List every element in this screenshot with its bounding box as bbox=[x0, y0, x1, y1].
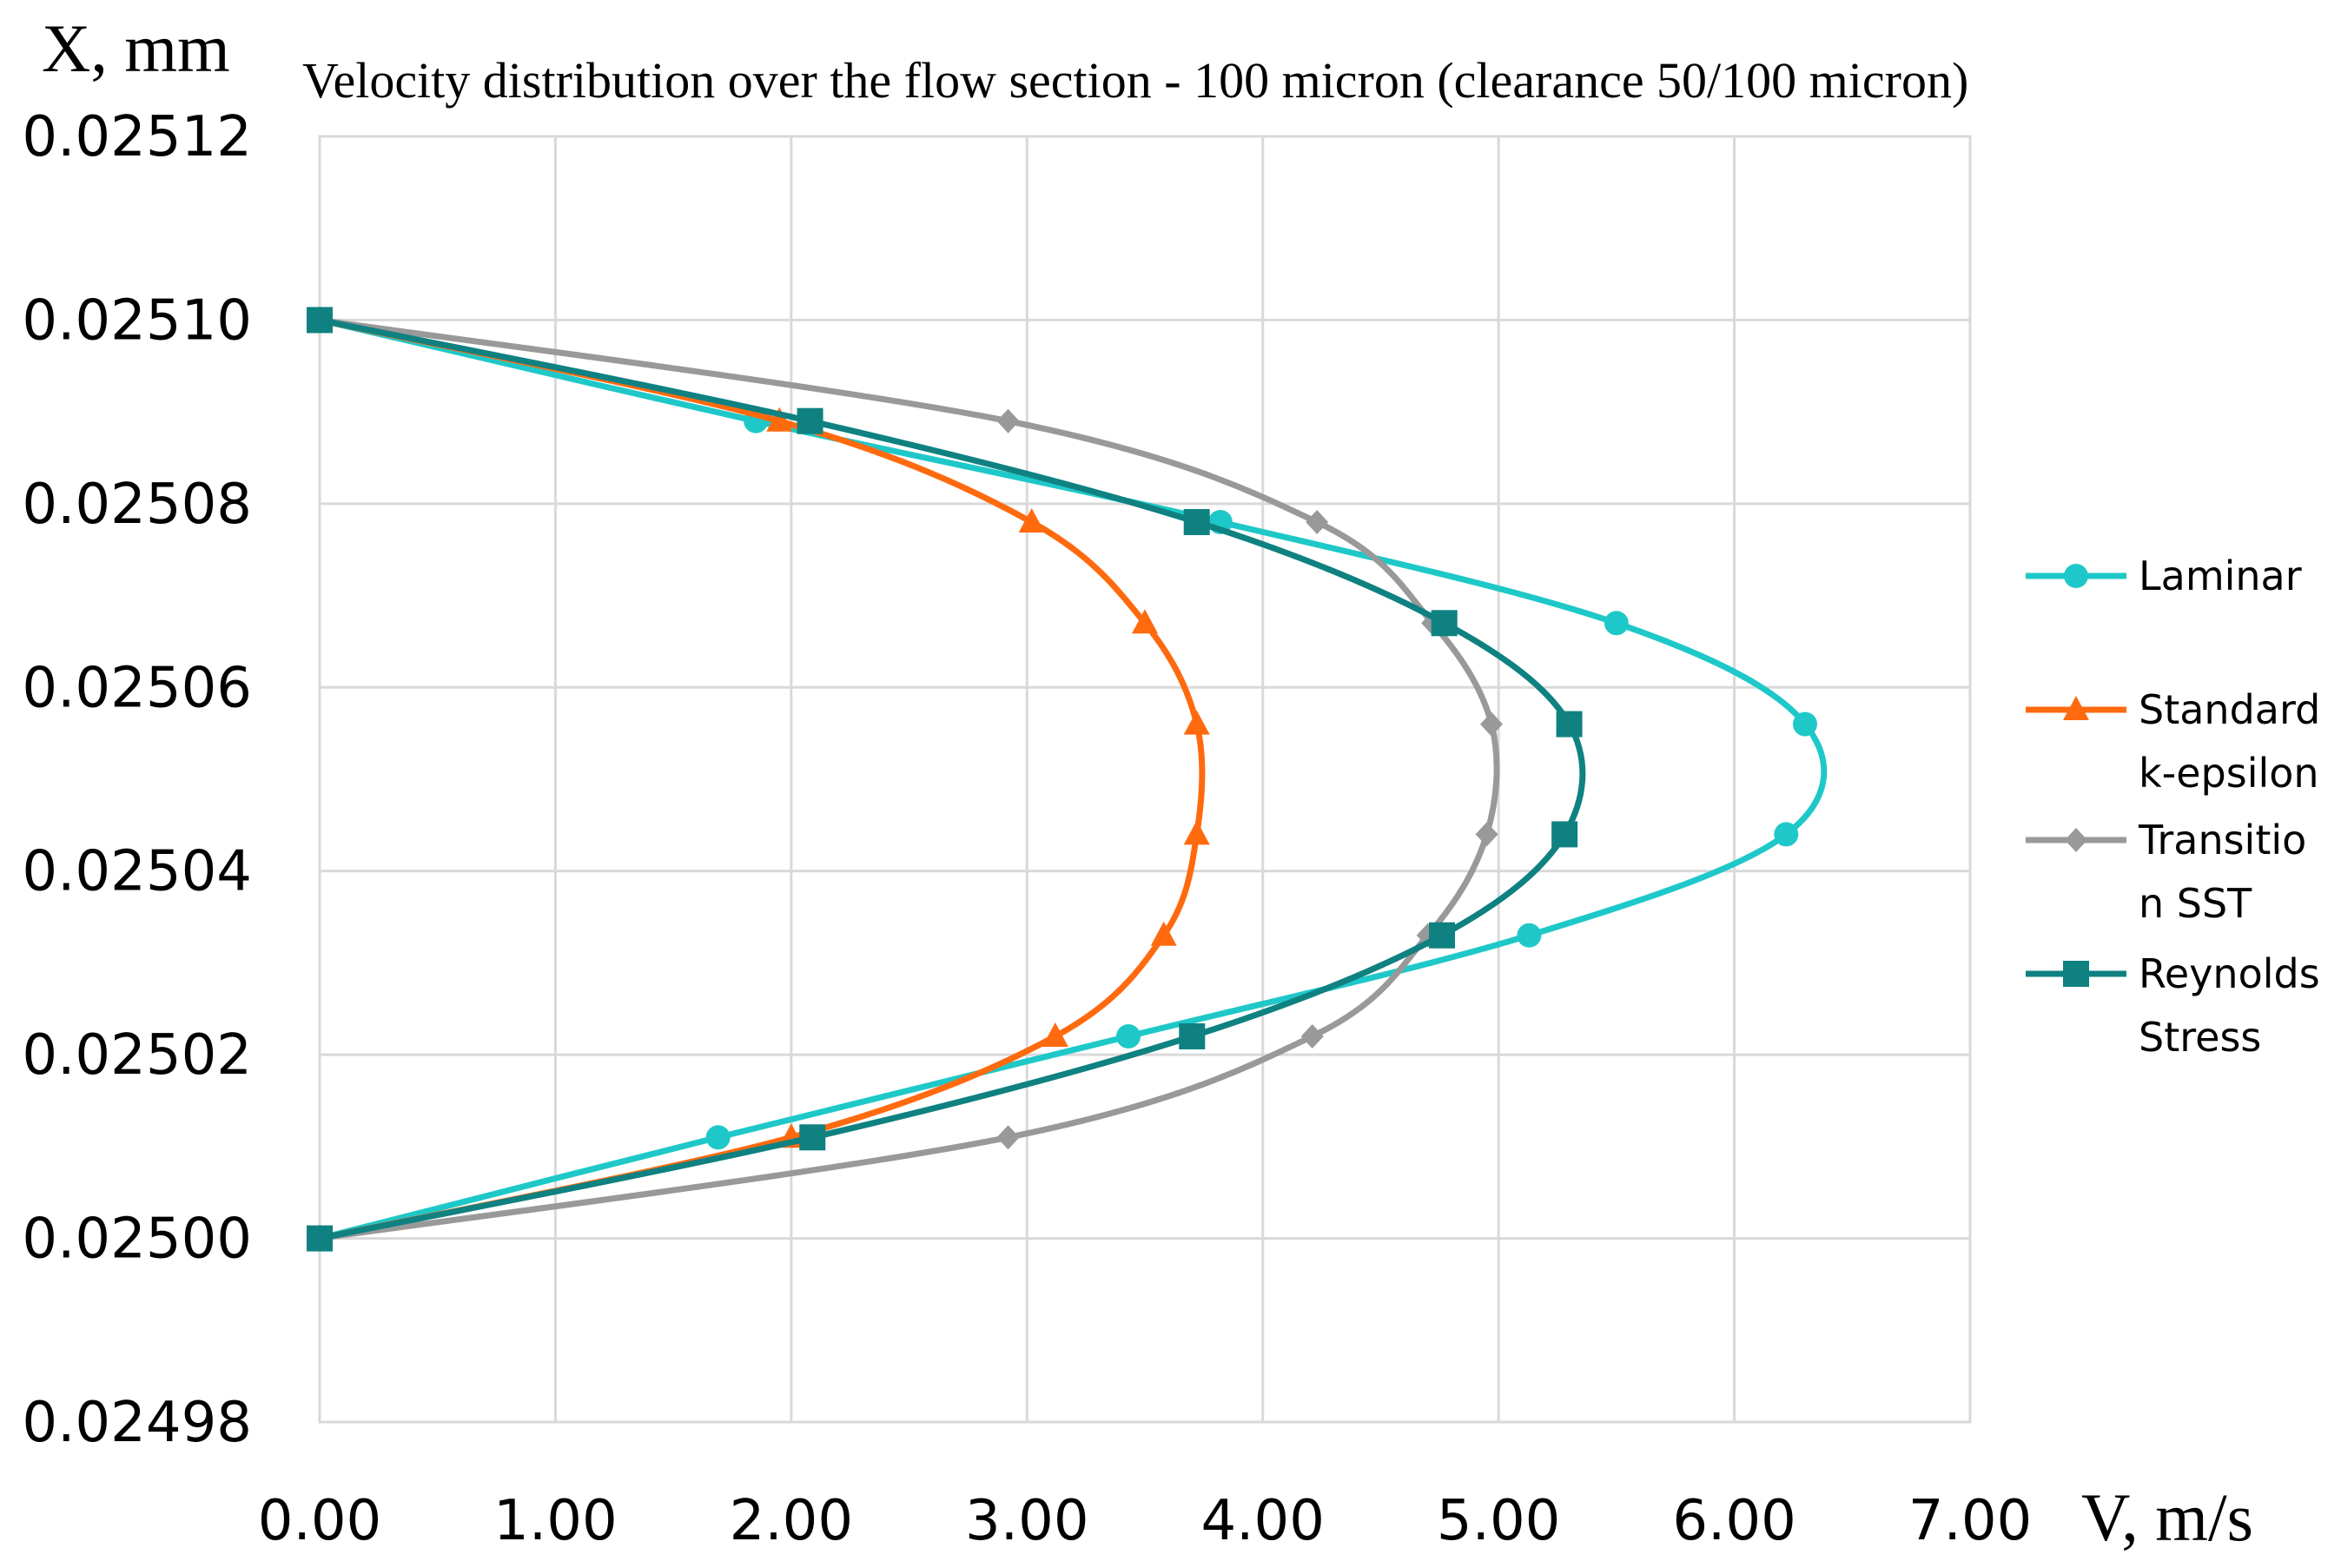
data-point-reynolds-stress bbox=[307, 307, 333, 334]
grid bbox=[318, 135, 1972, 1424]
legend-label: Reynolds bbox=[2139, 950, 2320, 997]
series-line-reynolds-stress bbox=[319, 317, 1586, 1241]
data-point-transition-sst bbox=[996, 408, 1020, 433]
y-tick-label: 0.02510 bbox=[22, 288, 252, 353]
y-tick-label: 0.02508 bbox=[22, 473, 252, 537]
legend-label: Laminar bbox=[2139, 552, 2302, 599]
data-point-reynolds-stress bbox=[799, 1124, 826, 1151]
x-tick-label: 6.00 bbox=[1672, 1489, 1796, 1553]
x-tick-label: 7.00 bbox=[1908, 1489, 2033, 1553]
x-tick-label: 2.00 bbox=[730, 1489, 854, 1553]
y-tick-label: 0.02498 bbox=[22, 1391, 252, 1455]
data-point-reynolds-stress bbox=[1556, 711, 1583, 738]
x-tick-label: 4.00 bbox=[1200, 1489, 1325, 1553]
data-point-reynolds-stress bbox=[1429, 922, 1455, 949]
y-tick-label: 0.02502 bbox=[22, 1023, 252, 1088]
x-tick-label: 5.00 bbox=[1437, 1489, 1561, 1553]
x-tick-label: 0.00 bbox=[258, 1489, 382, 1553]
data-point-standard-k-epsilon bbox=[1150, 921, 1177, 946]
legend-swatch-marker bbox=[2063, 696, 2089, 720]
series-standard-k-epsilon bbox=[307, 306, 1210, 1249]
legend-swatch-marker bbox=[2063, 961, 2089, 987]
data-point-reynolds-stress bbox=[307, 1225, 333, 1252]
x-axis-title: V, m/s bbox=[2081, 1479, 2253, 1555]
data-point-reynolds-stress bbox=[797, 407, 823, 434]
data-point-standard-k-epsilon bbox=[1183, 820, 1210, 845]
y-tick-label: 0.02504 bbox=[22, 840, 252, 904]
data-point-reynolds-stress bbox=[1183, 509, 1210, 535]
data-point-reynolds-stress bbox=[1179, 1023, 1206, 1049]
series-line-standard-k-epsilon bbox=[319, 317, 1206, 1241]
legend-label: Standard bbox=[2139, 686, 2320, 733]
legend-label: Stress bbox=[2139, 1014, 2261, 1061]
data-point-laminar bbox=[705, 1125, 731, 1150]
y-tick-label: 0.02500 bbox=[22, 1207, 252, 1272]
legend-label: k-epsilon bbox=[2139, 750, 2319, 797]
data-point-transition-sst bbox=[1475, 822, 1498, 847]
x-tick-label: 3.00 bbox=[965, 1489, 1089, 1553]
y-axis-title: X, mm bbox=[42, 10, 230, 86]
data-point-transition-sst bbox=[1300, 1024, 1324, 1049]
series bbox=[307, 306, 1828, 1252]
series-transition-sst bbox=[308, 308, 1503, 1251]
data-point-laminar bbox=[1774, 822, 1799, 847]
data-point-transition-sst bbox=[996, 1125, 1020, 1150]
legend-label: n SST bbox=[2139, 880, 2252, 927]
data-point-laminar bbox=[1116, 1024, 1141, 1049]
data-point-reynolds-stress bbox=[1551, 821, 1578, 848]
data-point-standard-k-epsilon bbox=[1132, 609, 1158, 634]
legend-item-laminar: Laminar bbox=[2026, 552, 2302, 599]
legend-swatch-marker bbox=[2064, 564, 2088, 588]
data-point-reynolds-stress bbox=[1431, 610, 1458, 637]
data-point-transition-sst bbox=[1480, 711, 1503, 737]
legend-item-transition-sst: Transitio n SST bbox=[2026, 817, 2306, 927]
legend: Laminar Standard k-epsilon Transitio n SST Re… bbox=[2026, 552, 2320, 1061]
legend-item-reynolds-stress: Reynolds Stress bbox=[2026, 950, 2320, 1061]
data-point-laminar bbox=[1517, 923, 1542, 948]
series-laminar bbox=[308, 308, 1828, 1251]
data-point-standard-k-epsilon bbox=[1183, 710, 1210, 735]
legend-swatch-marker bbox=[2065, 828, 2087, 852]
plot-area-border bbox=[318, 135, 1972, 1424]
tick-labels: 0.00 1.00 2.00 3.00 4.00 5.00 6.00 7.00 0.02498 0… bbox=[22, 105, 2032, 1553]
data-point-laminar bbox=[1793, 711, 1817, 737]
legend-label: Transitio bbox=[2138, 817, 2306, 863]
data-point-standard-k-epsilon bbox=[766, 407, 793, 432]
y-tick-label: 0.02506 bbox=[22, 656, 252, 720]
x-tick-label: 1.00 bbox=[493, 1489, 618, 1553]
y-tick-label: 0.02512 bbox=[22, 105, 252, 169]
data-point-transition-sst bbox=[1306, 510, 1329, 534]
series-line-laminar bbox=[319, 317, 1828, 1241]
series-reynolds-stress bbox=[307, 307, 1586, 1252]
chart-title: Velocity distribution over the flow sect… bbox=[302, 52, 1968, 109]
data-point-standard-k-epsilon bbox=[1018, 508, 1045, 533]
data-point-laminar bbox=[1604, 611, 1629, 636]
data-point-standard-k-epsilon bbox=[1042, 1022, 1068, 1047]
legend-item-standard-k-epsilon: Standard k-epsilon bbox=[2026, 686, 2320, 797]
